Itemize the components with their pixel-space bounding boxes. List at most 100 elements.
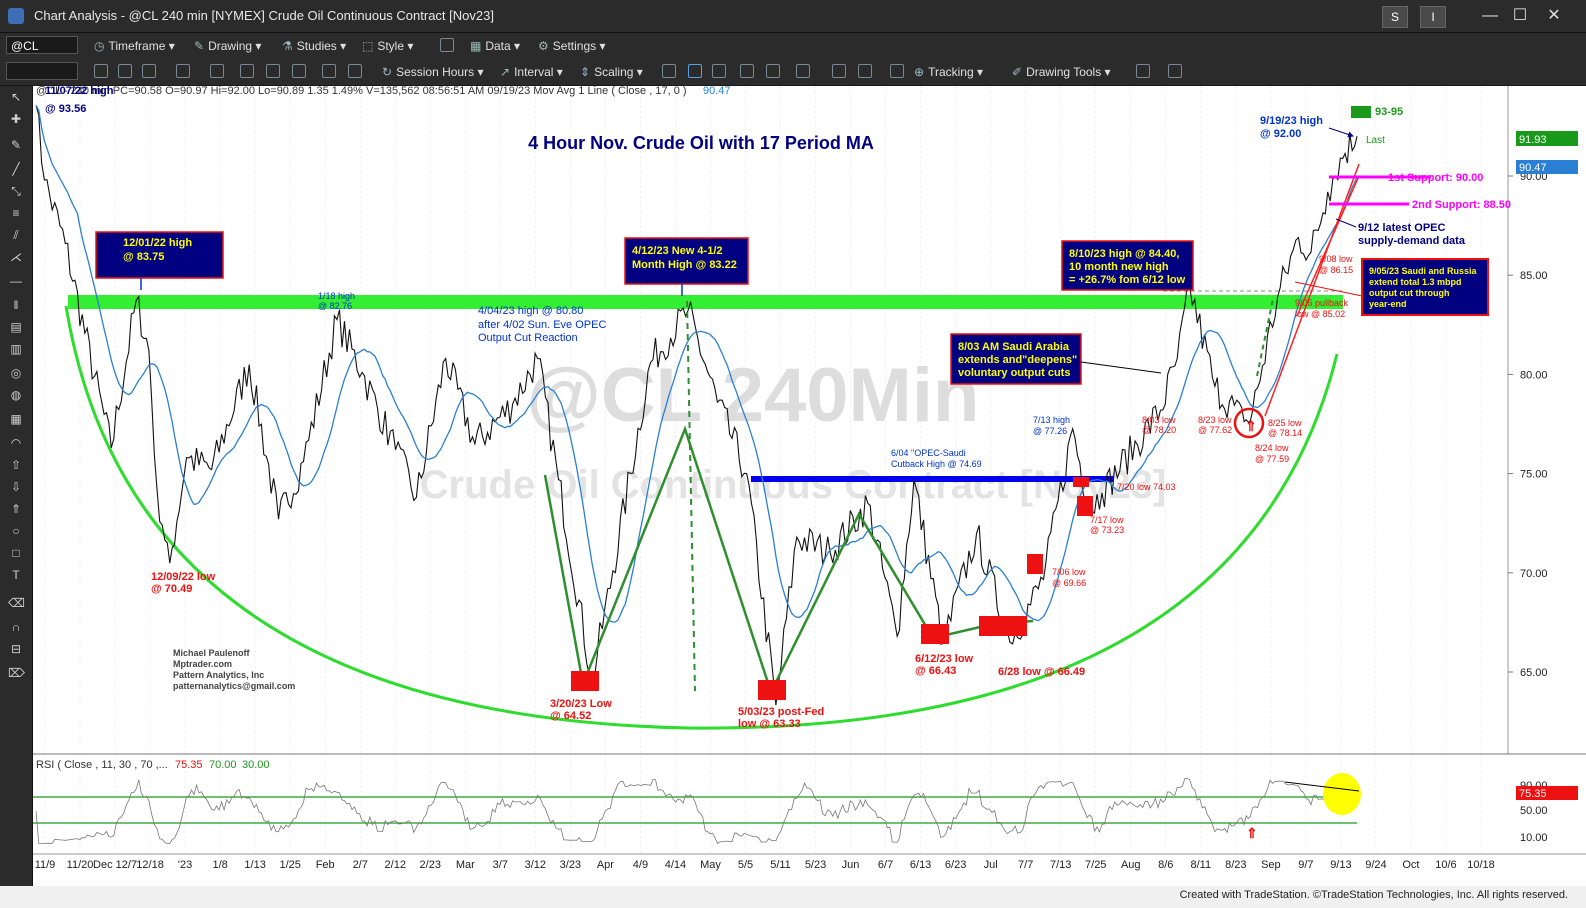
- tracking-menu[interactable]: ⊕ Tracking ▾: [914, 65, 983, 79]
- zoom-in-icon[interactable]: [832, 64, 846, 78]
- vline-tool-icon[interactable]: ‖: [13, 298, 19, 312]
- ann-0404-l1: 4/04/23 high @ 80.80: [478, 305, 583, 317]
- last-price-tag: [1516, 131, 1578, 146]
- pen-tool-icon[interactable]: ✎: [10, 138, 22, 152]
- up-arrow-tool-icon[interactable]: ⇧: [10, 458, 22, 472]
- ann-0810-l2: 10 month new high: [1069, 261, 1169, 273]
- ohlc-icon[interactable]: [712, 64, 726, 78]
- pointer-tool-icon[interactable]: ↖: [10, 90, 22, 104]
- s-button[interactable]: S: [1382, 6, 1408, 28]
- rsi-value-tag-text: 75.35: [1519, 788, 1547, 800]
- symbol-input[interactable]: @CL: [6, 36, 78, 54]
- date-tick-label: 1/13: [244, 859, 265, 871]
- trendline-tool-icon[interactable]: ╱: [12, 162, 20, 176]
- indicator-icon[interactable]: [210, 64, 224, 78]
- spacing-icon[interactable]: [796, 64, 810, 78]
- price-tick-label: 65.00: [1520, 667, 1548, 679]
- refresh-icon[interactable]: [94, 64, 108, 78]
- andrews-tool-icon[interactable]: ⋌: [10, 250, 22, 264]
- studies-label: Studies: [296, 39, 337, 53]
- ann-1107-l1: 11/07/22 high: [45, 86, 114, 97]
- scaling-menu[interactable]: ⇕ Scaling ▾: [580, 65, 643, 79]
- export-icon[interactable]: [348, 64, 362, 78]
- session-hours-menu[interactable]: ↻ Session Hours ▾: [382, 65, 484, 79]
- date-tick-label: 8/11: [1191, 859, 1212, 871]
- interval-input[interactable]: [6, 62, 78, 80]
- rsi-tick-label: 50.00: [1520, 805, 1548, 817]
- author-l2: Mptrader.com: [173, 659, 232, 669]
- ray-tool-icon[interactable]: ⤡: [11, 184, 21, 198]
- settings-menu[interactable]: ⚙ Settings ▾: [538, 39, 606, 53]
- date-tick-label: 9/7: [1298, 859, 1313, 871]
- data-menu[interactable]: ▦ Data ▾: [470, 39, 521, 53]
- i-button[interactable]: I: [1420, 6, 1446, 28]
- eraser-tool-icon[interactable]: ⌫: [8, 596, 25, 610]
- lock-tool-icon[interactable]: ⊟: [10, 642, 22, 656]
- gann-tool-icon[interactable]: ◎: [10, 366, 22, 380]
- target-marker: [1351, 106, 1371, 118]
- text-tool-icon[interactable]: T: [12, 568, 20, 582]
- expand-icon[interactable]: [1136, 64, 1150, 78]
- print-icon[interactable]: [292, 64, 306, 78]
- low-marker-0612: [921, 624, 949, 644]
- arrow-tool-icon[interactable]: ⇑: [10, 502, 22, 516]
- down-arrow-tool-icon[interactable]: ⇩: [10, 480, 22, 494]
- timeframe-label: Timeframe: [108, 39, 166, 53]
- chat-icon[interactable]: [1168, 64, 1182, 78]
- rectangle-tool-icon[interactable]: □: [12, 546, 20, 560]
- ellipse-tool-icon[interactable]: ○: [12, 524, 20, 538]
- arc-tool-icon[interactable]: ◠: [10, 436, 22, 450]
- candlestick-icon[interactable]: [688, 64, 702, 78]
- line-chart-icon[interactable]: [740, 64, 754, 78]
- studies-menu[interactable]: ⚗ Studies ▾: [282, 39, 347, 53]
- zoom-out-icon[interactable]: [858, 64, 872, 78]
- alert-icon[interactable]: [322, 64, 336, 78]
- grid-tool-icon[interactable]: ▦: [10, 412, 22, 426]
- style-menu[interactable]: ⬚ Style ▾: [362, 39, 414, 53]
- close-button[interactable]: ✕: [1547, 7, 1561, 24]
- grid-icon[interactable]: [890, 64, 904, 78]
- moving-average-line: [35, 105, 1358, 623]
- hline-tool-icon[interactable]: —: [10, 274, 22, 288]
- window-icon[interactable]: [142, 64, 156, 78]
- drawing-tools-menu[interactable]: ✐ Drawing Tools ▾: [1012, 65, 1111, 79]
- low-marker-0720: [1073, 477, 1089, 487]
- sync-icon[interactable]: [118, 64, 132, 78]
- layout-icon[interactable]: [440, 38, 454, 52]
- drawing-tools-label: Drawing Tools: [1026, 65, 1102, 79]
- magnet-tool-icon[interactable]: ∩: [11, 620, 21, 634]
- ann-0404-l2: after 4/02 Sun. Eve OPEC: [478, 319, 606, 331]
- fib-tool-icon[interactable]: ▤: [10, 320, 22, 334]
- crosshair-tool-icon[interactable]: ✚: [10, 112, 22, 126]
- price-series-line: [35, 105, 1358, 706]
- date-tick-label: 7/7: [1018, 859, 1033, 871]
- speed-tool-icon[interactable]: ◍: [10, 388, 22, 402]
- search-chart-icon[interactable]: [176, 64, 190, 78]
- ann-1201-l1: 12/01/22 high: [123, 237, 192, 249]
- delete-tool-icon[interactable]: ⌦: [8, 666, 25, 680]
- date-tick-label: Feb: [316, 859, 335, 871]
- ann-0803-l2: extends and"deepens": [958, 354, 1077, 366]
- ann-0717-l1: 7/17 low: [1090, 515, 1124, 525]
- channel-tool-icon[interactable]: ≡: [12, 206, 20, 220]
- link-icon[interactable]: [240, 64, 254, 78]
- fib-ext-tool-icon[interactable]: ▥: [10, 342, 22, 356]
- interval-label: Interval: [514, 65, 554, 79]
- price-tick-label: 80.00: [1520, 369, 1548, 381]
- low-marker-0503: [758, 680, 786, 700]
- maximize-button[interactable]: ☐: [1512, 7, 1528, 24]
- bar-chart-icon[interactable]: [662, 64, 676, 78]
- minimize-button[interactable]: —: [1482, 7, 1498, 24]
- parallel-tool-icon[interactable]: ⫽: [13, 228, 19, 242]
- edit-icon[interactable]: [266, 64, 280, 78]
- timeframe-menu[interactable]: ◷ Timeframe ▾: [94, 39, 175, 53]
- drawing-menu[interactable]: ✎ Drawing ▾: [194, 39, 262, 53]
- chart-area[interactable]: 90.00 85.00 80.00 75.00 70.00 65.00 @CL 240Mi…: [33, 86, 1586, 886]
- interval-menu[interactable]: ↗ Interval ▾: [500, 65, 563, 79]
- histogram-icon[interactable]: [766, 64, 780, 78]
- pencil-icon: ✎: [194, 39, 205, 53]
- style-label: Style: [377, 39, 405, 53]
- date-tick-label: 11/20: [67, 859, 94, 871]
- annotation-box-0412: 4/12/23 New 4-1/2 Month High @ 83.22: [624, 237, 749, 285]
